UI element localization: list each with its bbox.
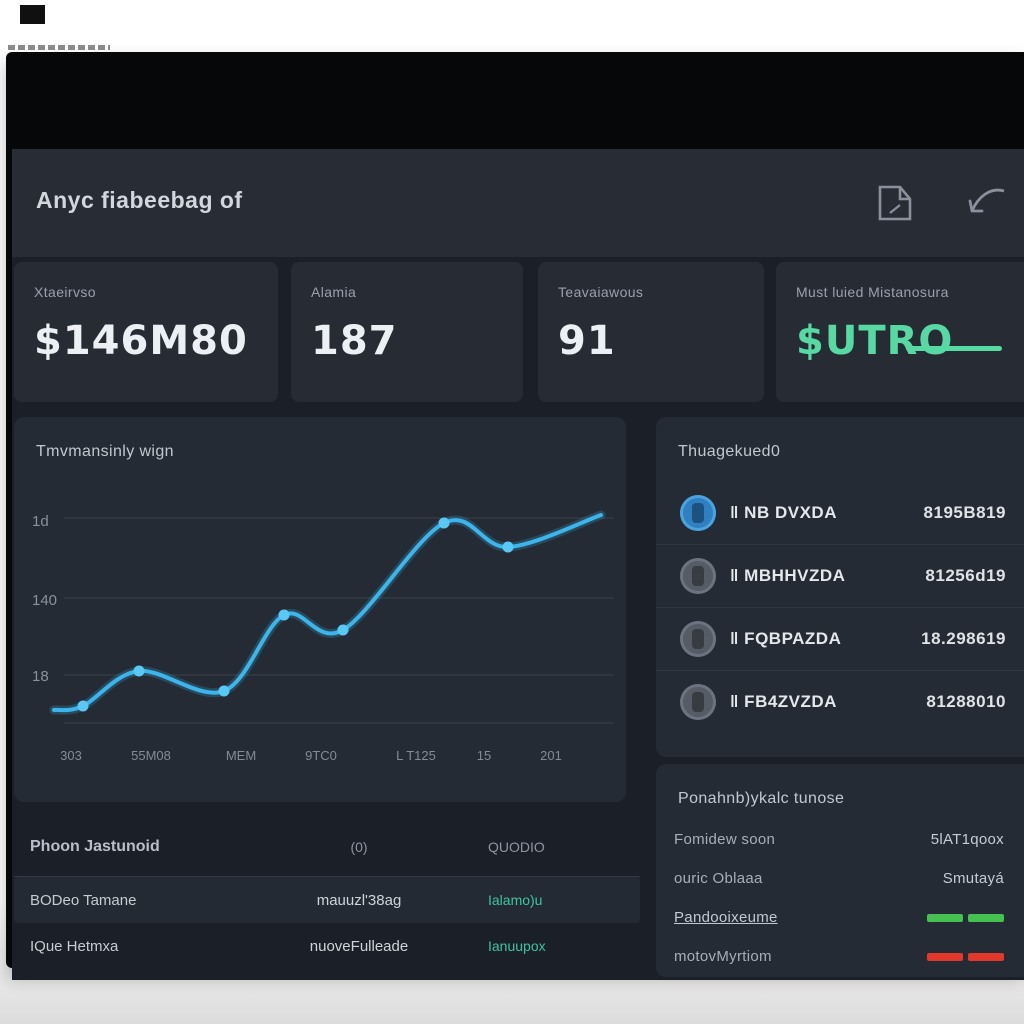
stat-value: 91 xyxy=(558,318,616,364)
stat-value: $146M80 xyxy=(34,318,248,364)
asset-row-3[interactable]: ‖ FB4ZVZDA 81288010 xyxy=(656,670,1024,733)
stat-value: 187 xyxy=(311,318,398,364)
stat-label: Must luied Mistanosura xyxy=(796,284,949,300)
summary-row-0: Fomidew soon 5lAT1qoox xyxy=(656,820,1024,859)
asset-value: 81288010 xyxy=(926,692,1006,711)
y-tick-label: 18 xyxy=(32,668,49,685)
summary-label: Fomidew soon xyxy=(674,831,776,848)
asset-row-1[interactable]: ‖ MBHHVZDA 81256d19 xyxy=(656,544,1024,607)
asset-value: 81256d19 xyxy=(925,566,1006,585)
y-tick-label: 140 xyxy=(32,592,57,609)
document-icon[interactable] xyxy=(868,177,920,229)
summary-rows: Fomidew soon 5lAT1qoox ouric Oblaaa Smutayá… xyxy=(656,820,1024,976)
row-amount: mauuzl'38ag xyxy=(316,891,402,909)
asset-list: ‖ NB DVXDA 8195B819 ‖ MBHHVZDA 81256d19 ‖ FQ… xyxy=(656,481,1024,733)
chart-title: Tmvmansinly wign xyxy=(36,443,174,460)
x-tick-label: L T125 xyxy=(396,748,436,763)
row-name: BODeo Tamane xyxy=(30,891,137,909)
coin-icon-blue xyxy=(680,494,716,531)
chart-point[interactable] xyxy=(337,624,349,636)
x-tick-label: 15 xyxy=(477,748,491,763)
stat-card-2[interactable]: Teavaiawous 91 xyxy=(538,262,764,402)
trend-dash-icon xyxy=(906,346,1002,351)
summary-title: Ponahnb)ykalc tunose xyxy=(678,790,845,807)
table-row-1[interactable]: IQue Hetmxa nuoveFulleade Ianuupox xyxy=(14,923,640,969)
summary-label: motovMyrtiom xyxy=(674,948,772,965)
x-tick-label: 303 xyxy=(60,748,82,763)
asset-row-2[interactable]: ‖ FQBPAZDA 18.298619 xyxy=(656,607,1024,670)
asset-value: 18.298619 xyxy=(921,629,1006,648)
chart-point[interactable] xyxy=(438,517,450,529)
chart-line xyxy=(52,513,603,713)
header-bar: Anyc fiabeebag of xyxy=(12,149,1024,257)
asset-name: ‖ NB DVXDA xyxy=(730,502,837,522)
browser-corner-artifact xyxy=(20,5,45,24)
stat-value: $UTRO xyxy=(796,318,954,364)
transactions-table: Phoon Jastunoid (0) QUODIO BODeo Tamane m… xyxy=(14,817,640,980)
x-tick-label: MEM xyxy=(226,748,256,763)
x-tick-label: 201 xyxy=(540,748,562,763)
coin-icon-gray xyxy=(680,621,716,657)
chart-point[interactable] xyxy=(278,609,290,621)
asset-name: ‖ MBHHVZDA xyxy=(730,566,846,585)
fineprint-scribble xyxy=(8,45,110,50)
row-name: IQue Hetmxa xyxy=(30,937,119,955)
table-header-name: Phoon Jastunoid xyxy=(30,837,160,855)
page-title: Anyc fiabeebag of xyxy=(36,187,243,213)
table-body: BODeo Tamane mauuzl'38ag Ialamo)u IQue Hetm… xyxy=(14,877,640,969)
asset-row-0[interactable]: ‖ NB DVXDA 8195B819 xyxy=(656,481,1024,544)
share-arrow-icon[interactable] xyxy=(960,177,1012,229)
summary-row-2: Pandooixeume xyxy=(656,898,1024,937)
stat-label: Alamia xyxy=(311,284,357,300)
coin-icon-gray xyxy=(680,684,716,720)
x-tick-label: 9TC0 xyxy=(305,748,337,763)
row-status-link[interactable]: Ianuupox xyxy=(488,938,546,954)
assets-title: Thuagekued0 xyxy=(678,443,781,460)
device-bezel: Anyc fiabeebag of Xtaeirvso $146M80 Alamia… xyxy=(6,52,1024,980)
summary-panel: Ponahnb)ykalc tunose Fomidew soon 5lAT1qo… xyxy=(656,764,1024,977)
summary-link[interactable]: Pandooixeume xyxy=(674,909,778,926)
table-header-row: Phoon Jastunoid (0) QUODIO xyxy=(14,817,640,877)
chart-point[interactable] xyxy=(218,685,230,697)
asset-name: ‖ FQBPAZDA xyxy=(730,629,842,648)
stat-card-0[interactable]: Xtaeirvso $146M80 xyxy=(14,262,278,402)
chart-point[interactable] xyxy=(77,700,89,712)
row-status-link[interactable]: Ialamo)u xyxy=(488,892,543,908)
line-chart: 1d 140 18 303 55M08 MEM 9TC0 L T125 15 201 xyxy=(32,510,614,763)
assets-panel: Thuagekued0 ‖ NB DVXDA 8195B819 ‖ MBHHVZDA… xyxy=(656,417,1024,757)
table-header-status: QUODIO xyxy=(488,838,545,855)
stat-card-1[interactable]: Alamia 187 xyxy=(291,262,523,402)
summary-value: 5lAT1qoox xyxy=(930,831,1004,848)
table-header-count: (0) xyxy=(350,838,368,855)
summary-label: ouric Oblaaa xyxy=(674,870,763,887)
coin-icon-gray xyxy=(680,558,716,594)
summary-value: Smutayá xyxy=(942,870,1004,887)
y-tick-label: 1d xyxy=(32,513,49,530)
asset-name: ‖ FB4ZVZDA xyxy=(730,692,837,711)
chart-point[interactable] xyxy=(133,665,145,677)
summary-row-3: motovMyrtiom xyxy=(656,937,1024,976)
summary-row-1: ouric Oblaaa Smutayá xyxy=(656,859,1024,898)
asset-value: 8195B819 xyxy=(923,502,1006,522)
green-bars-icon xyxy=(927,913,1004,922)
stat-label: Xtaeirvso xyxy=(34,284,96,300)
transactions-chart-panel: Tmvmansinly wign 1d 140 18 303 55M08 MEM 9TC0 L… xyxy=(14,417,626,802)
x-tick-label: 55M08 xyxy=(131,748,171,763)
stat-label: Teavaiawous xyxy=(558,284,644,300)
row-amount: nuoveFulleade xyxy=(309,937,409,955)
red-bars-icon xyxy=(927,952,1004,961)
chart-point[interactable] xyxy=(502,541,514,553)
table-row-0[interactable]: BODeo Tamane mauuzl'38ag Ialamo)u xyxy=(14,877,640,923)
stat-card-3[interactable]: Must luied Mistanosura $UTRO xyxy=(776,262,1024,402)
dashboard-app: Anyc fiabeebag of Xtaeirvso $146M80 Alamia… xyxy=(12,149,1024,980)
